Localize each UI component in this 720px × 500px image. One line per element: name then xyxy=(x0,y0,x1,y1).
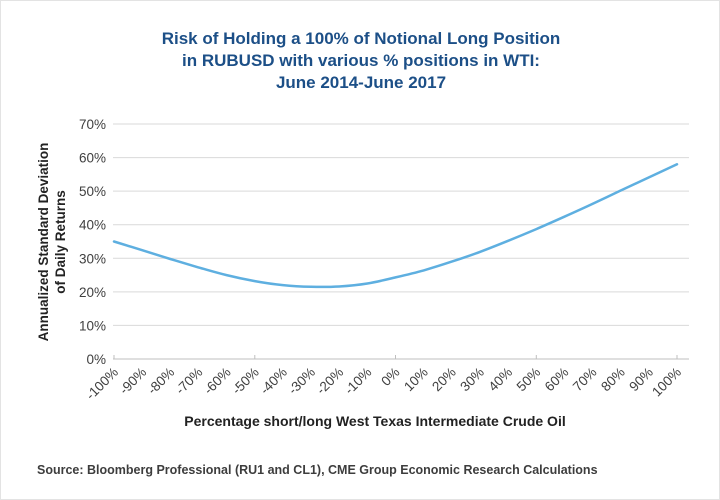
x-tick-label: -40% xyxy=(257,365,290,398)
svg-text:60%: 60% xyxy=(542,365,572,395)
svg-text:20%: 20% xyxy=(429,365,459,395)
y-tick-label: 40% xyxy=(79,218,106,233)
x-tick-label: -60% xyxy=(201,365,234,398)
x-tick-label: -20% xyxy=(313,365,346,398)
x-tick-label: 80% xyxy=(598,365,628,395)
svg-text:70%: 70% xyxy=(570,365,600,395)
svg-text:-90%: -90% xyxy=(116,365,149,398)
y-tick-label: 50% xyxy=(79,184,106,199)
x-tick-label: -100% xyxy=(83,365,121,403)
x-tick-label: -30% xyxy=(285,365,318,398)
svg-text:-10%: -10% xyxy=(342,365,375,398)
x-tick-label: 50% xyxy=(514,365,544,395)
svg-text:-80%: -80% xyxy=(145,365,178,398)
svg-text:30%: 30% xyxy=(457,365,487,395)
chart-title-line3: June 2014-June 2017 xyxy=(275,73,447,92)
svg-text:50%: 50% xyxy=(514,365,544,395)
x-tick-label: 60% xyxy=(542,365,572,395)
x-tick-label: -80% xyxy=(145,365,178,398)
x-tick-label: -50% xyxy=(229,365,262,398)
svg-text:-70%: -70% xyxy=(173,365,206,398)
svg-text:-50%: -50% xyxy=(229,365,262,398)
chart-title-line1: Risk of Holding a 100% of Notional Long … xyxy=(161,29,561,48)
svg-text:0%: 0% xyxy=(378,365,402,389)
svg-text:-30%: -30% xyxy=(285,365,318,398)
y-tick-label: 60% xyxy=(79,151,106,166)
x-axis-title: Percentage short/long West Texas Interme… xyxy=(184,413,566,429)
svg-text:-40%: -40% xyxy=(257,365,290,398)
y-tick-label: 70% xyxy=(79,117,106,132)
x-tick-label: 100% xyxy=(649,365,684,400)
source-note: Source: Bloomberg Professional (RU1 and … xyxy=(37,463,598,477)
x-tick-label: 70% xyxy=(570,365,600,395)
x-tick-label: 30% xyxy=(457,365,487,395)
x-tick-label: -10% xyxy=(342,365,375,398)
risk-curve xyxy=(112,163,679,289)
y-tick-label: 10% xyxy=(79,318,106,333)
x-tick-label: -90% xyxy=(116,365,149,398)
x-tick-label: 10% xyxy=(401,365,431,395)
svg-text:-100%: -100% xyxy=(83,365,121,403)
svg-text:40%: 40% xyxy=(486,365,516,395)
svg-text:100%: 100% xyxy=(649,365,684,400)
svg-text:10%: 10% xyxy=(401,365,431,395)
svg-text:80%: 80% xyxy=(598,365,628,395)
y-tick-label: 30% xyxy=(79,251,106,266)
chart-title-line2: in RUBUSD with various % positions in WT… xyxy=(182,51,540,70)
x-tick-label: 40% xyxy=(486,365,516,395)
svg-text:-60%: -60% xyxy=(201,365,234,398)
chart-title: Risk of Holding a 100% of Notional Long … xyxy=(1,28,719,94)
y-tick-label: 0% xyxy=(86,352,106,367)
x-tick-label: 0% xyxy=(378,365,402,389)
x-tick-label: 20% xyxy=(429,365,459,395)
x-tick-label: -70% xyxy=(173,365,206,398)
svg-text:-20%: -20% xyxy=(313,365,346,398)
y-tick-label: 20% xyxy=(79,285,106,300)
